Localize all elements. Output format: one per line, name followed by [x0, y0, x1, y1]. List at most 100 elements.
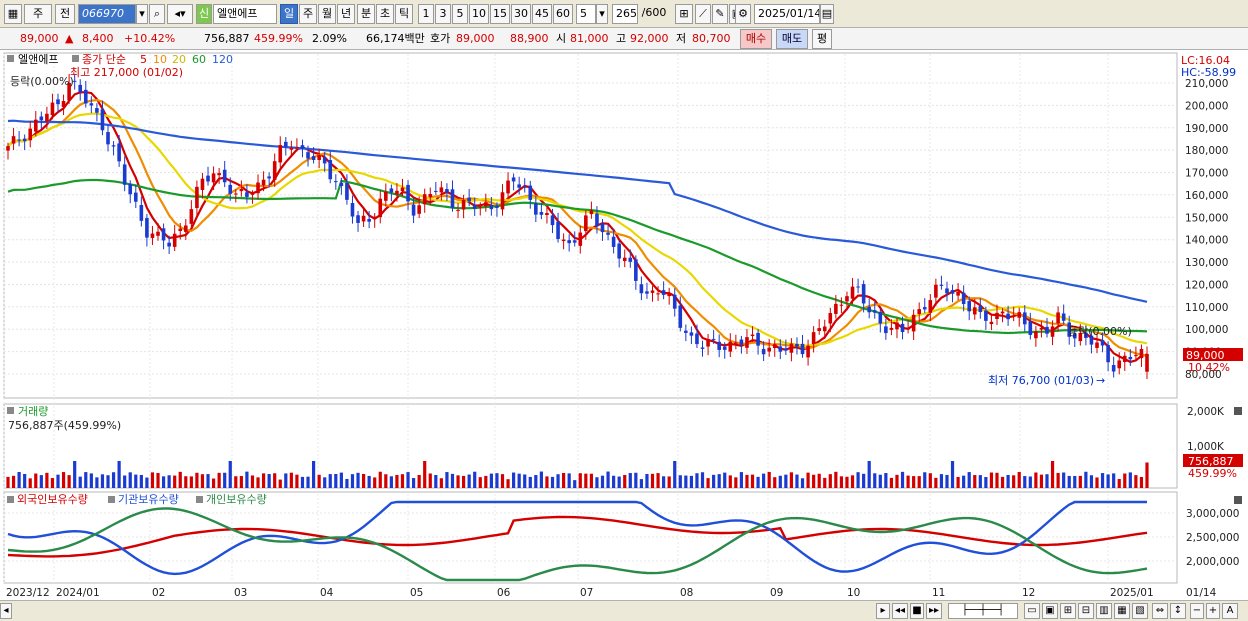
x-axis-label: 03 — [234, 587, 247, 599]
period-second-button[interactable]: 초 — [376, 4, 394, 24]
candle-body — [928, 300, 933, 313]
holdings-line-foreign — [7, 515, 1148, 558]
candle-body — [389, 188, 394, 193]
candle-body — [1028, 321, 1033, 335]
x-axis-label: 2025/01 — [1110, 587, 1154, 599]
stop-icon[interactable]: ■ — [910, 603, 924, 619]
candle-body — [6, 146, 10, 151]
candle-body — [1145, 353, 1149, 372]
volume-bar — [95, 477, 99, 488]
candle-body — [595, 213, 599, 227]
interval-30-button[interactable]: 30 — [511, 4, 531, 24]
arrow-icon[interactable]: ↕ — [1170, 603, 1186, 619]
trend-line-icon[interactable]: ⟋ — [695, 4, 711, 24]
tools-icon[interactable]: ✎ — [712, 4, 728, 24]
zoom-slider[interactable]: ├──┼──┤ — [948, 603, 1018, 619]
font-size-icon[interactable]: A — [1222, 603, 1238, 619]
candle-body — [756, 332, 760, 346]
volume-ratio: 459.99% — [254, 32, 303, 45]
volume-bar — [595, 477, 599, 488]
code-dropdown-icon[interactable]: ▾ — [136, 4, 148, 24]
candle-body — [917, 309, 921, 315]
search-icon[interactable]: ⌕ — [149, 4, 165, 24]
candle-body — [989, 321, 994, 325]
candle-body — [511, 177, 516, 182]
candle-body — [1045, 326, 1049, 334]
volume-bar — [128, 472, 132, 488]
layout-icon-3[interactable]: ⊞ — [1060, 603, 1076, 619]
volume-bar — [134, 474, 138, 488]
hc-label: HC:-58.99 — [1181, 66, 1236, 79]
period-week-button[interactable]: 주 — [299, 4, 317, 24]
count-input[interactable]: 265 — [612, 4, 638, 24]
interval-3-button[interactable]: 3 — [435, 4, 451, 24]
prefix-button[interactable]: 전 — [55, 4, 75, 24]
volume-close-icon[interactable] — [1234, 407, 1242, 415]
interval-45-button[interactable]: 45 — [532, 4, 552, 24]
interval-1-button[interactable]: 1 — [418, 4, 434, 24]
speaker-icon[interactable]: ◂▾ — [167, 4, 193, 24]
holdings-close-icon[interactable] — [1234, 496, 1242, 504]
volume-bar — [967, 472, 971, 488]
layout-icon-5[interactable]: ▥ — [1096, 603, 1112, 619]
interval-dropdown-icon[interactable]: ▾ — [596, 4, 608, 24]
period-year-button[interactable]: 년 — [337, 4, 355, 24]
volume-bar — [206, 474, 210, 488]
calendar-icon[interactable]: ▤ — [820, 4, 834, 24]
settings-gear-icon[interactable]: ⚙ — [735, 4, 751, 24]
x-axis-right-label: 01/14 — [1186, 587, 1217, 599]
market-select[interactable]: 주 — [24, 4, 52, 24]
volume-bar — [1139, 476, 1144, 488]
volume-bar — [484, 475, 488, 488]
rewind-icon[interactable]: ◂◂ — [892, 603, 908, 619]
candle-body — [734, 342, 738, 344]
interval-5-button[interactable]: 5 — [452, 4, 468, 24]
candle-body — [839, 304, 844, 306]
candle-type-icon[interactable]: ⊞ — [675, 4, 693, 24]
sell-button[interactable]: 매도 — [776, 29, 808, 49]
volume-bar — [678, 475, 682, 488]
turnover-pct: 2.09% — [312, 32, 347, 45]
buy-button[interactable]: 매수 — [740, 29, 772, 49]
period-tick-button[interactable]: 틱 — [395, 4, 413, 24]
interval-input[interactable]: 5 — [576, 4, 596, 24]
current-price: 89,000 — [20, 32, 59, 45]
volume-bar — [350, 474, 355, 488]
volume-bar — [1106, 474, 1110, 488]
price-change-pct: +10.42% — [124, 32, 176, 45]
zoom-out-icon[interactable]: − — [1190, 603, 1204, 619]
period-month-button[interactable]: 월 — [318, 4, 336, 24]
eval-button[interactable]: 평 — [812, 29, 832, 49]
interval-10-button[interactable]: 10 — [469, 4, 489, 24]
play-icon[interactable]: ▸ — [876, 603, 890, 619]
candle-body — [772, 344, 777, 349]
candle-body — [278, 145, 283, 163]
candle-body — [939, 284, 944, 286]
layout-icon-7[interactable]: ▧ — [1132, 603, 1148, 619]
volume-bar — [795, 474, 799, 488]
scroll-left-icon[interactable]: ◂ — [0, 603, 12, 619]
chart-menu-icon[interactable]: ▦ — [4, 4, 22, 24]
stock-code-input[interactable]: 066970 — [78, 4, 136, 24]
layout-icon-2[interactable]: ▣ — [1042, 603, 1058, 619]
date-input[interactable]: 2025/01/14 — [754, 4, 820, 24]
chart-area[interactable]: 210,000 200,000 190,000 180,000 170,000 160,0… — [0, 50, 1248, 600]
layout-icon-4[interactable]: ⊟ — [1078, 603, 1094, 619]
legend-individual: 개인보유수량 — [206, 493, 267, 506]
candle-body — [406, 184, 410, 202]
volume-bar — [784, 474, 788, 488]
period-day-button[interactable]: 일 — [280, 4, 298, 24]
zoom-in-icon[interactable]: + — [1206, 603, 1220, 619]
layout-icon-6[interactable]: ▦ — [1114, 603, 1130, 619]
candle-body — [22, 138, 27, 142]
price-change: 8,400 — [82, 32, 114, 45]
candle-body — [622, 257, 627, 262]
candle-body — [711, 338, 716, 340]
period-minute-button[interactable]: 분 — [357, 4, 375, 24]
layout-icon-1[interactable]: ▭ — [1024, 603, 1040, 619]
pan-icon[interactable]: ⇔ — [1152, 603, 1168, 619]
interval-60-button[interactable]: 60 — [553, 4, 573, 24]
interval-15-button[interactable]: 15 — [490, 4, 510, 24]
volume-bar — [1056, 472, 1060, 488]
forward-icon[interactable]: ▸▸ — [926, 603, 942, 619]
